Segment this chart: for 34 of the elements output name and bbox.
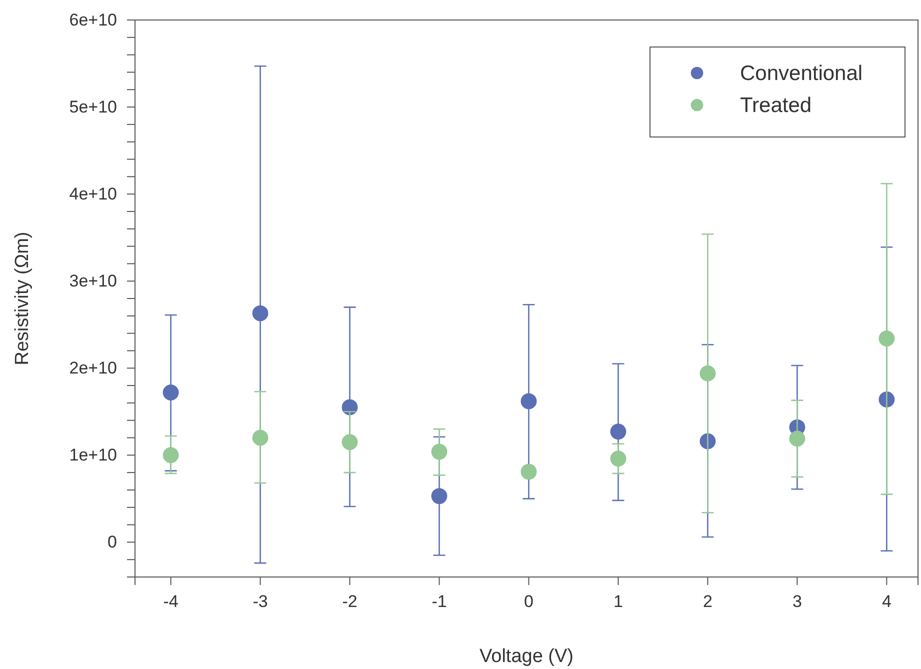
point (162, 447, 179, 464)
point (789, 430, 806, 447)
y-axis-title: Resistivity (Ωm) (12, 232, 33, 366)
point (520, 464, 537, 480)
x-tick-label: 4 (882, 592, 892, 612)
y-tick-label: 0 (108, 532, 117, 552)
x-tick-label: -3 (252, 592, 268, 612)
point (610, 450, 626, 467)
y-tick-label: 5e+10 (69, 97, 117, 116)
y-tick-label: 6e+10 (69, 10, 117, 30)
y-tick-label: 4e+10 (69, 184, 117, 204)
x-tick-label: 2 (702, 592, 712, 612)
y-tick-label: 2e+10 (69, 358, 117, 378)
point (700, 365, 716, 382)
point (431, 488, 448, 504)
x-axis-title: Voltage (V) (480, 646, 574, 667)
legend-label: Conventional (740, 62, 863, 85)
x-tick-label: -4 (163, 592, 178, 612)
point (431, 444, 448, 460)
point (252, 430, 268, 446)
x-tick-label: 1 (613, 592, 623, 612)
x-tick-label: 0 (524, 592, 534, 612)
point (610, 424, 626, 440)
point (520, 393, 537, 410)
y-tick-label: 1e+10 (69, 446, 117, 465)
x-tick-label: 3 (792, 592, 802, 612)
point (342, 434, 358, 450)
x-tick-label: -1 (432, 592, 447, 612)
legend-label: Treated (740, 94, 812, 117)
point (162, 384, 179, 400)
point (878, 330, 895, 346)
y-tick-label: 3e+10 (69, 272, 117, 291)
point (252, 305, 268, 322)
x-tick-label: -2 (342, 592, 358, 612)
